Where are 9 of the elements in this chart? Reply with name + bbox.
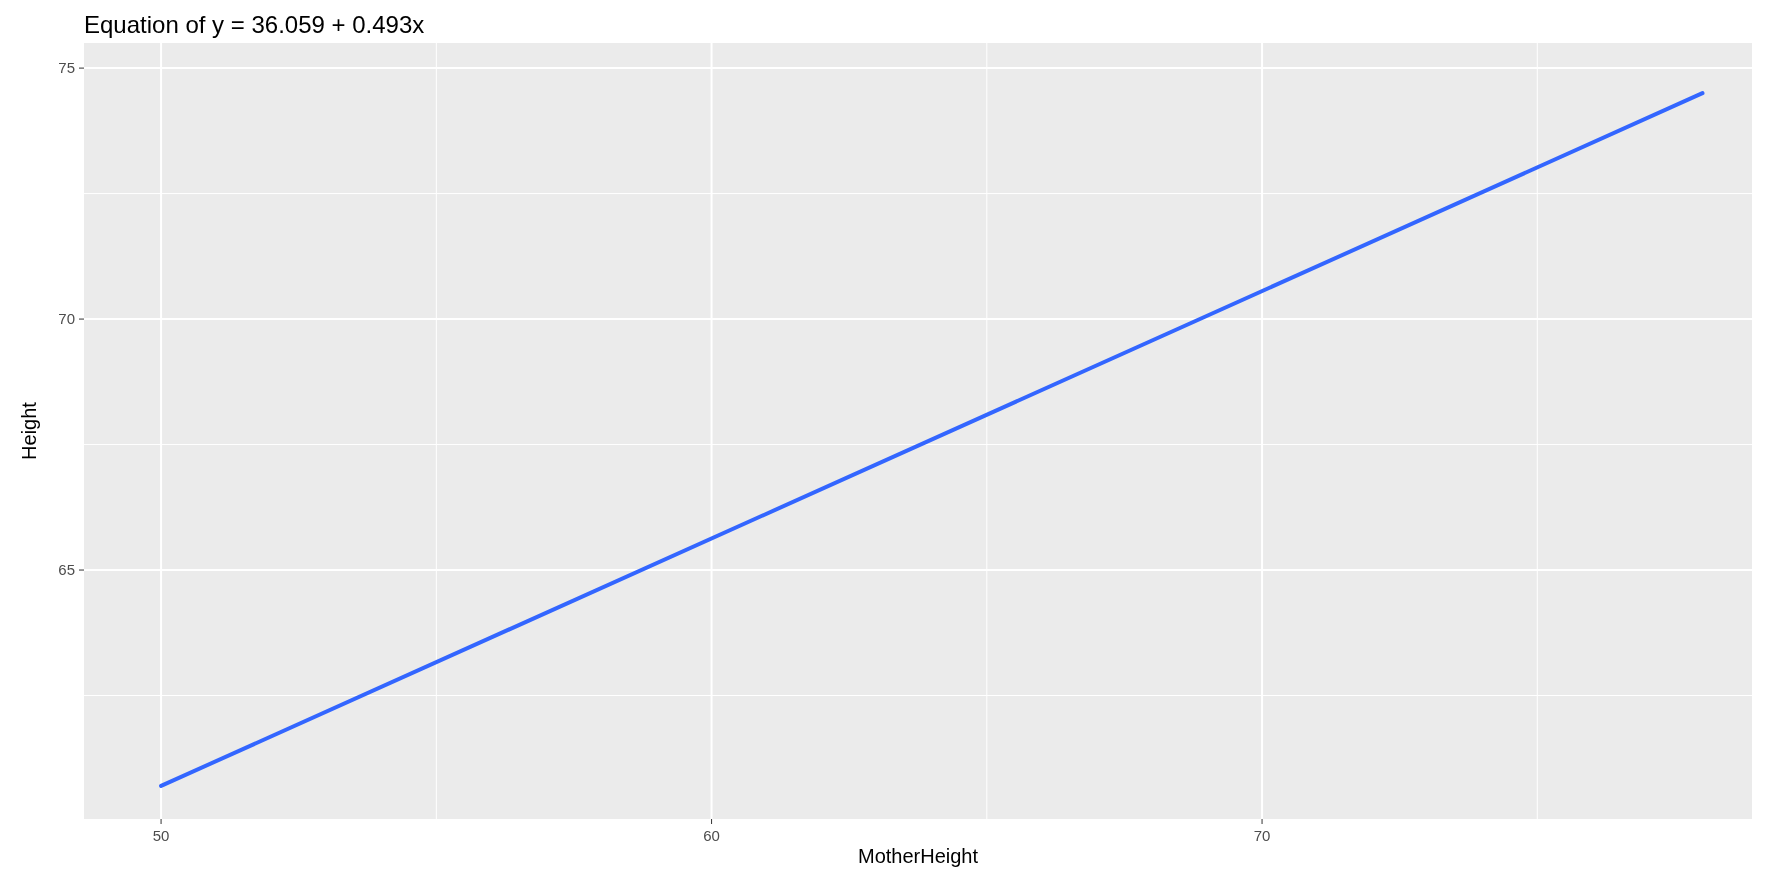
x-tick-label: 60 [703,827,720,844]
x-axis-title: MotherHeight [857,845,979,867]
x-tick-label: 50 [152,827,170,844]
x-tick-label: 70 [1253,827,1271,844]
y-tick-label: 65 [58,561,75,579]
y-axis-title: Height [18,401,40,460]
chart-title: Equation of y = 36.059 + 0.493x [84,11,425,38]
y-tick-label: 70 [58,310,75,328]
y-tick-label: 75 [58,59,75,77]
